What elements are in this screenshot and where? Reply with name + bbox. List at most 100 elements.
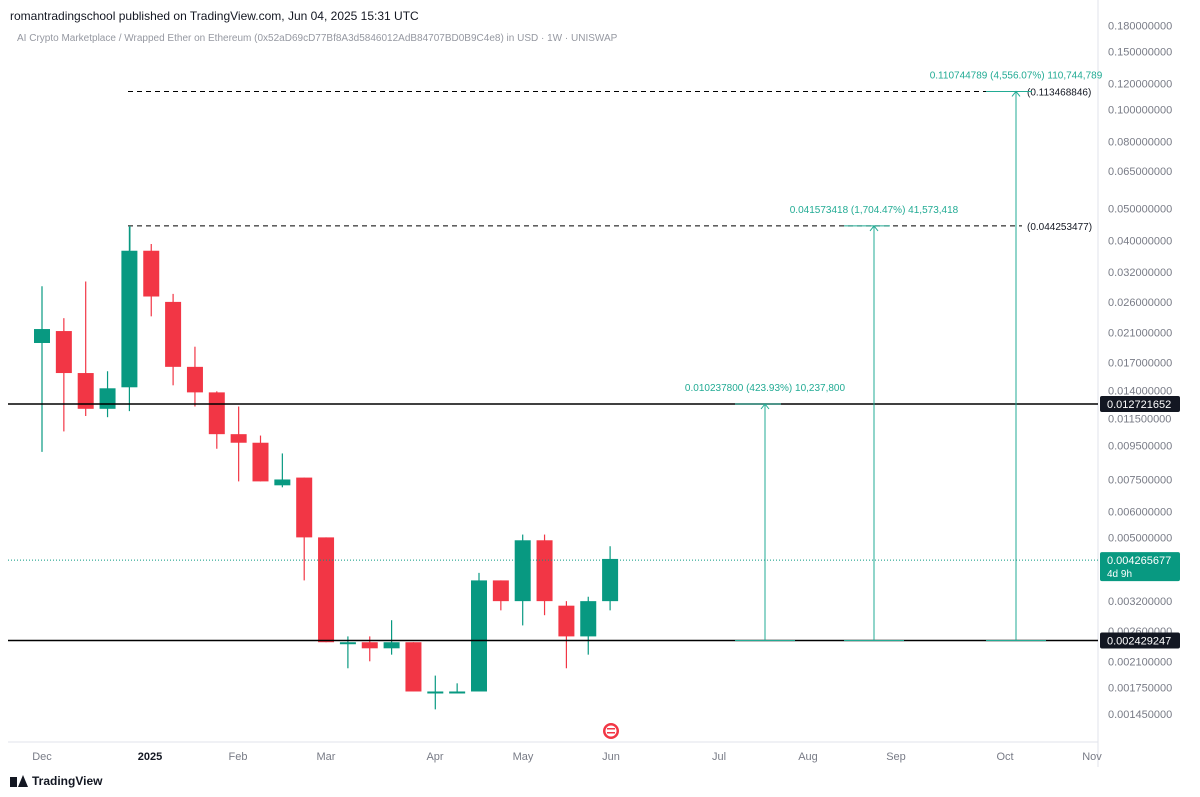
candle-body: [449, 691, 466, 694]
target-label: (0.044253477): [1027, 222, 1092, 233]
last-price-tag-text: 0.004265677: [1107, 555, 1171, 567]
candle: [77, 281, 94, 416]
measure-label: 0.010237800 (423.93%) 10,237,800: [685, 383, 846, 394]
event-flag-stripe: [607, 732, 615, 734]
time-tick-label: Feb: [229, 751, 248, 763]
candle: [143, 243, 160, 317]
candle: [514, 534, 531, 626]
price-tick-label: 0.009500000: [1108, 441, 1172, 453]
candle-body: [361, 642, 378, 649]
candle: [602, 546, 619, 611]
candle: [208, 391, 225, 449]
measure-label: 0.110744789 (4,556.07%) 110,744,789: [930, 70, 1103, 81]
time-tick-label: Dec: [32, 751, 52, 763]
price-tick-label: 0.150000000: [1108, 47, 1172, 59]
price-tick-label: 0.032000000: [1108, 267, 1172, 279]
candle: [405, 642, 422, 692]
candle-body: [99, 388, 116, 409]
candle-body: [514, 540, 531, 602]
candle: [471, 572, 487, 692]
candle-body: [558, 605, 575, 637]
time-tick-label: Nov: [1082, 751, 1102, 763]
tradingview-logo-icon: [10, 775, 28, 787]
candle-body: [165, 301, 182, 367]
price-tick-label: 0.014000000: [1108, 385, 1172, 397]
candle-body: [383, 642, 400, 649]
time-tick-label: Jun: [602, 751, 620, 763]
publisher-line: romantradingschool published on TradingV…: [10, 9, 419, 23]
candle-body: [77, 373, 94, 409]
event-flag-icon: [603, 723, 619, 739]
price-tick-label: 0.007500000: [1108, 474, 1172, 486]
candle: [296, 477, 313, 581]
time-tick-label: Apr: [426, 751, 443, 763]
candle-body: [405, 642, 422, 692]
symbol-title: AI Crypto Marketplace / Wrapped Ether on…: [17, 33, 618, 44]
candle-body: [471, 580, 487, 692]
candle-body: [274, 479, 291, 486]
price-tick-label: 0.026000000: [1108, 297, 1172, 309]
price-tick-label: 0.040000000: [1108, 235, 1172, 247]
candle-body: [580, 601, 597, 637]
countdown-text: 4d 9h: [1107, 569, 1132, 580]
event-flag-stripe: [607, 728, 615, 730]
candle-body: [34, 329, 50, 343]
candle-body: [55, 331, 72, 374]
candle: [449, 683, 466, 694]
candle-body: [492, 580, 509, 602]
price-tick-label: 0.011500000: [1108, 413, 1171, 425]
price-tick-label: 0.006000000: [1108, 506, 1172, 518]
time-tick-label: Sep: [886, 751, 906, 763]
price-tick-label: 0.120000000: [1108, 78, 1172, 90]
candle-body: [143, 250, 160, 297]
price-tick-label: 0.017000000: [1108, 358, 1172, 370]
candle-body: [208, 392, 225, 435]
time-tick-label: Oct: [996, 751, 1013, 763]
last-price-tag: [1100, 552, 1180, 582]
candle: [558, 601, 575, 669]
price-tick-label: 0.080000000: [1108, 136, 1172, 148]
price-tick-label: 0.001750000: [1108, 682, 1172, 694]
candle-body: [318, 537, 335, 643]
candle-body: [536, 540, 553, 602]
target-label: (0.113468846): [1027, 87, 1091, 98]
level-price-tag: [1100, 396, 1180, 412]
price-tick-label: 0.002100000: [1108, 656, 1172, 668]
level-price-tag: [1100, 632, 1180, 649]
level-price-tag-text: 0.002429247: [1107, 636, 1171, 648]
price-tick-label: 0.005000000: [1108, 532, 1172, 544]
candle-body: [602, 558, 619, 602]
candle: [580, 596, 597, 655]
candle-body: [121, 250, 138, 388]
candle-body: [296, 477, 313, 538]
candle: [383, 620, 400, 655]
time-tick-label: May: [513, 751, 534, 763]
candle: [536, 534, 553, 616]
price-tick-label: 0.050000000: [1108, 203, 1172, 215]
candle: [186, 346, 203, 407]
candle-body: [339, 642, 356, 645]
price-tick-label: 0.003200000: [1108, 596, 1172, 608]
price-tick-label: 0.021000000: [1108, 327, 1172, 339]
candle-body: [427, 691, 444, 694]
candle: [339, 636, 356, 669]
time-tick-label: 2025: [138, 751, 162, 763]
level-price-tag-text: 0.012721652: [1107, 399, 1171, 411]
tradingview-footer[interactable]: TradingView: [10, 774, 102, 788]
candle: [121, 226, 138, 412]
candle-body: [230, 434, 247, 443]
event-flag-inner: [605, 725, 617, 737]
candle: [492, 580, 509, 611]
time-tick-label: Aug: [798, 751, 818, 763]
time-tick-label: Jul: [712, 751, 726, 763]
candle-body: [186, 366, 203, 393]
candle: [55, 318, 72, 432]
candle: [165, 293, 182, 386]
time-tick-label: Mar: [317, 751, 336, 763]
candle-body: [252, 442, 269, 482]
candle: [427, 675, 444, 710]
measure-label: 0.041573418 (1,704.47%) 41,573,418: [790, 205, 959, 216]
price-tick-label: 0.100000000: [1108, 104, 1172, 116]
footer-brand: TradingView: [32, 774, 103, 788]
